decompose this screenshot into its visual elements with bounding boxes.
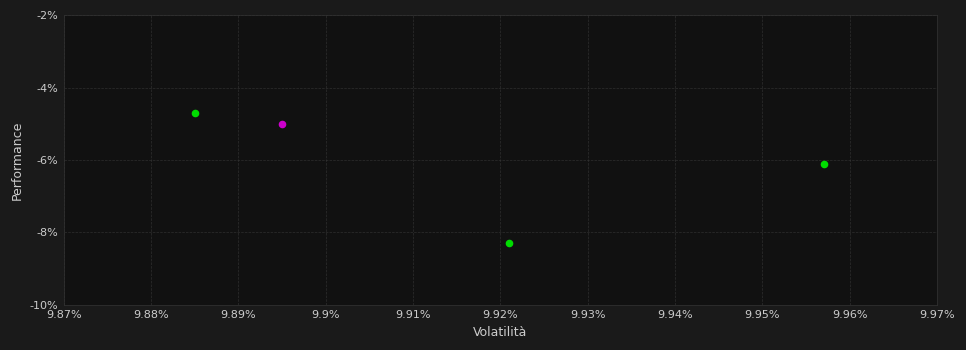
Point: [187, 110, 203, 116]
X-axis label: Volatilità: Volatilità: [473, 326, 527, 339]
Point: [274, 121, 290, 127]
Point: [816, 161, 832, 166]
Point: [501, 240, 517, 246]
Y-axis label: Performance: Performance: [12, 120, 24, 200]
